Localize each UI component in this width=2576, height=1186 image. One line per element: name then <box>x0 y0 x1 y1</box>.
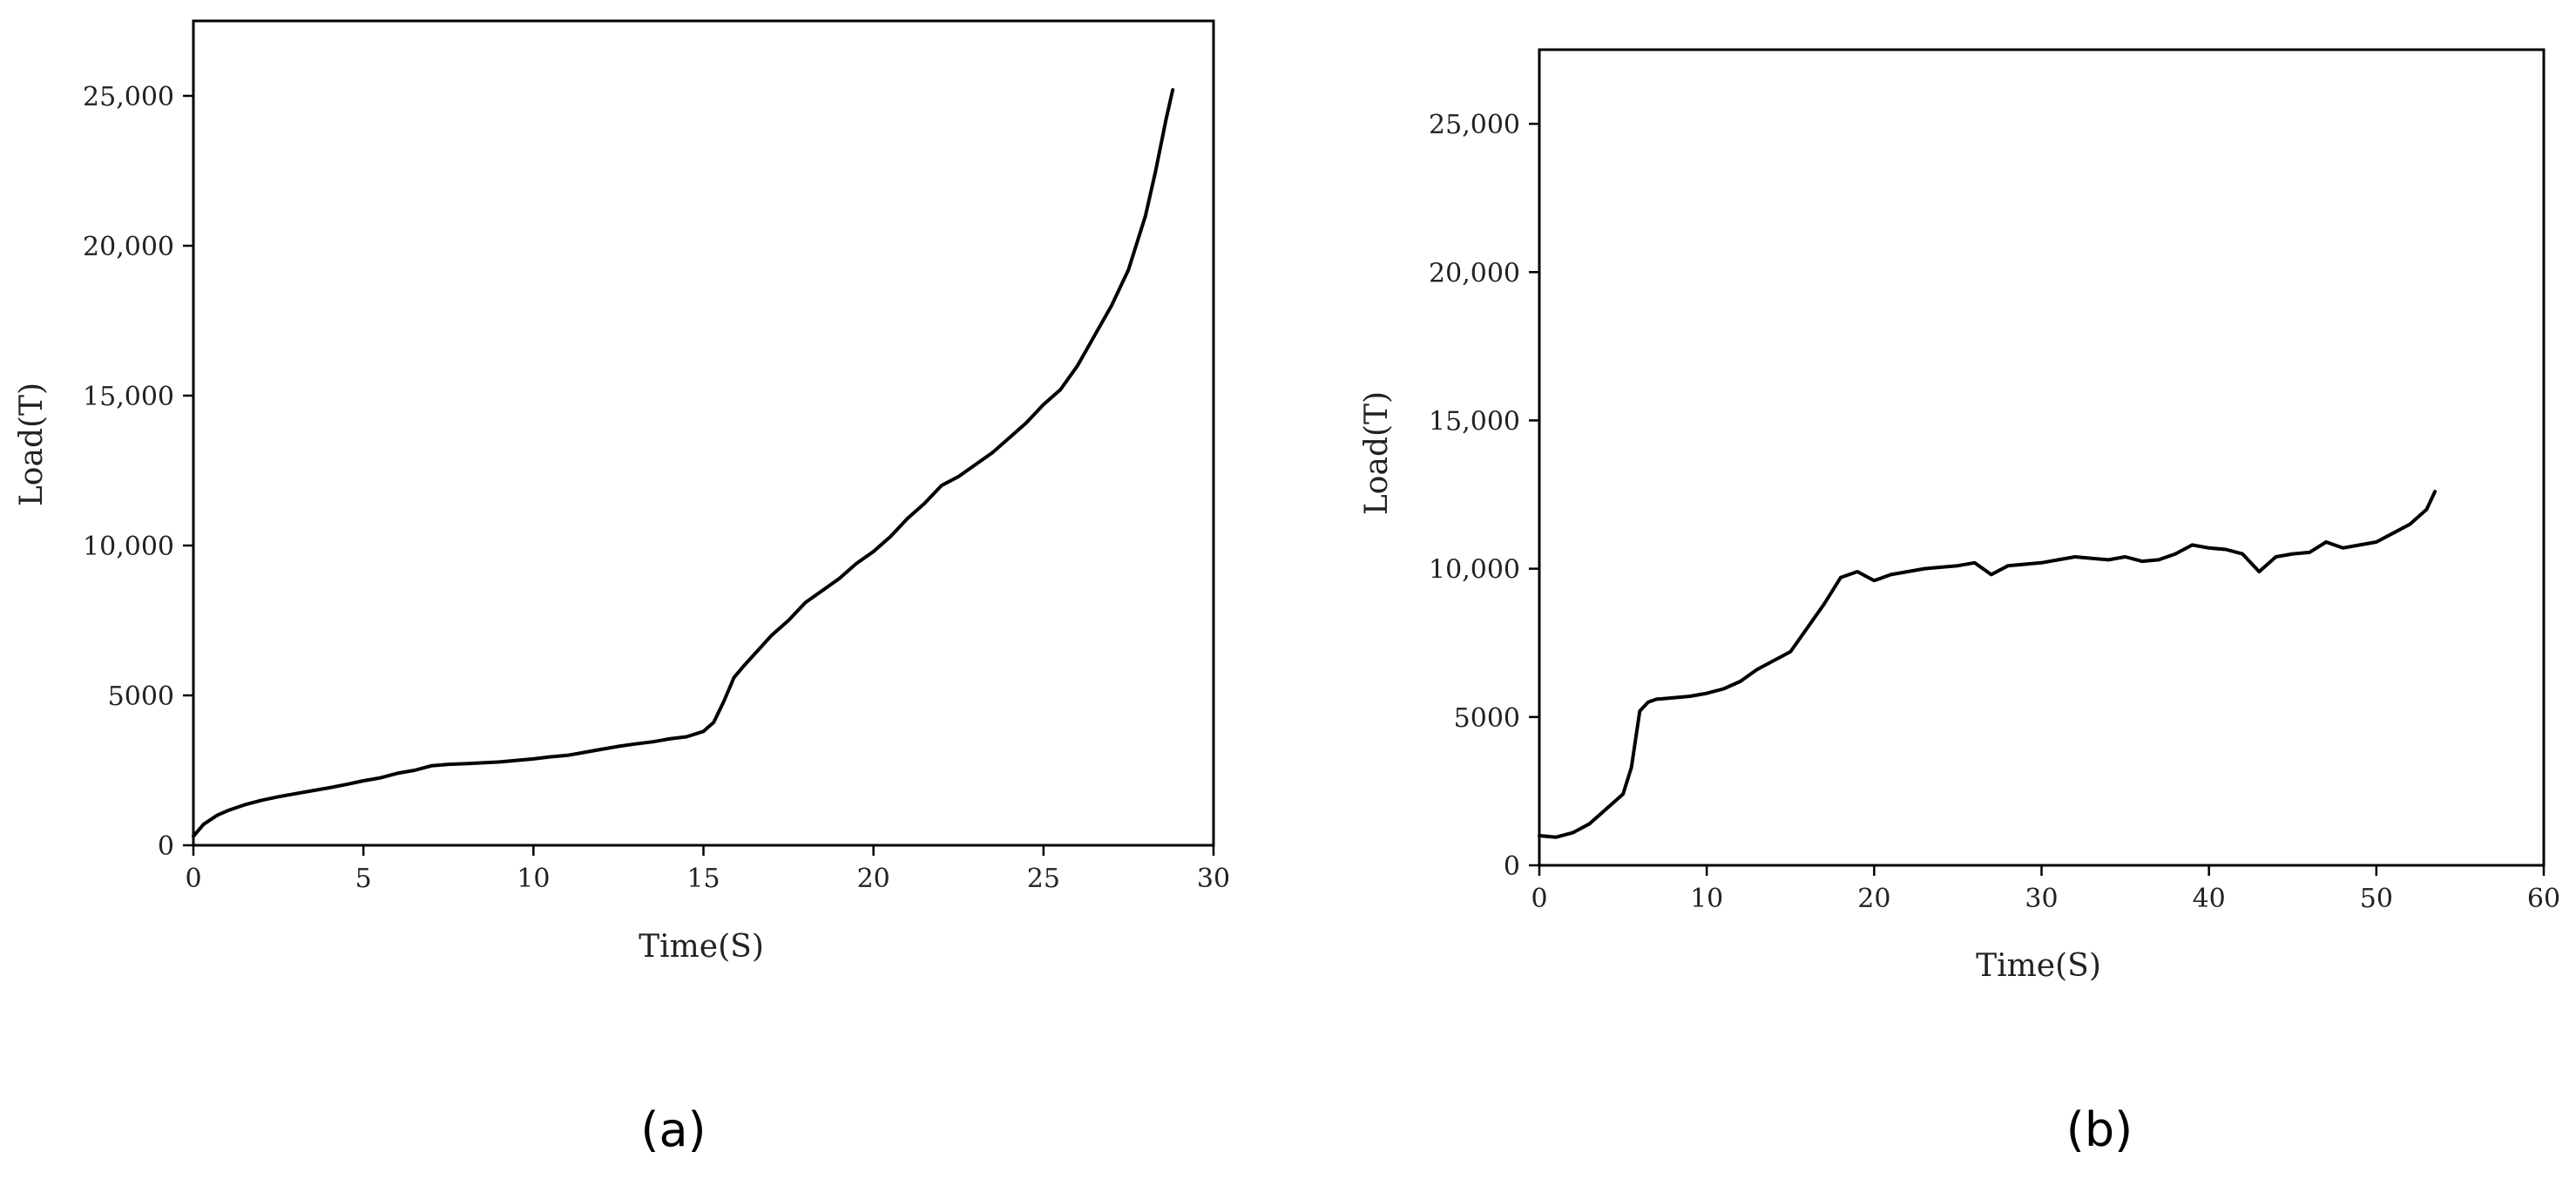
y-tick-label-b: 10,000 <box>1429 555 1520 586</box>
x-tick-label-a: 10 <box>517 864 550 894</box>
panel-label-a: (a) <box>640 1102 706 1157</box>
chart-panel-a: (a) Time(S) Load(T) 0 5 10 15 20 25 30 0 5000 10,… <box>14 19 1230 1157</box>
y-tick-label-b: 20,000 <box>1429 258 1520 288</box>
x-tick-label-b: 60 <box>2527 884 2560 914</box>
y-tick-label-b: 0 <box>1504 851 1520 882</box>
y-tick-label-a: 5000 <box>108 681 174 712</box>
x-tick-label-b: 10 <box>1690 884 1723 914</box>
x-tick-label-a: 30 <box>1197 864 1230 894</box>
x-tick-label-a: 15 <box>686 864 720 894</box>
x-tick-label-b: 30 <box>2025 884 2058 914</box>
y-tick-label-b: 25,000 <box>1429 110 1520 140</box>
y-axis-label-b: Load(T) <box>1359 391 1395 515</box>
x-tick-label-a: 5 <box>355 864 372 894</box>
y-tick-label-b: 15,000 <box>1429 406 1520 437</box>
plot-frame-b <box>1538 48 2546 867</box>
y-tick-label-a: 15,000 <box>83 382 174 412</box>
panel-label-b: (b) <box>2066 1102 2133 1157</box>
x-tick-label-a: 0 <box>185 864 201 894</box>
x-tick-label-b: 40 <box>2193 884 2226 914</box>
series-line-a-0 <box>192 88 1175 838</box>
x-tick-label-b: 20 <box>1857 884 1890 914</box>
series-line-b-0 <box>1538 490 2437 839</box>
x-axis-label-b: Time(S) <box>1976 948 2101 984</box>
x-tick-label-a: 20 <box>857 864 890 894</box>
plot-frame-a <box>192 19 1215 847</box>
y-tick-label-b: 5000 <box>1454 703 1520 734</box>
y-axis-label-a: Load(T) <box>14 383 50 506</box>
y-tick-label-a: 25,000 <box>83 82 174 112</box>
x-axis-label-a: Time(S) <box>639 929 764 965</box>
y-tick-label-a: 10,000 <box>83 532 174 562</box>
chart-panel-b: (b) Time(S) Load(T) 0 10 20 30 40 50 60 0 5000 10… <box>1359 48 2560 1157</box>
x-tick-label-b: 0 <box>1531 884 1547 914</box>
x-tick-label-a: 25 <box>1027 864 1060 894</box>
y-tick-label-a: 20,000 <box>83 232 174 262</box>
y-tick-label-a: 0 <box>158 831 174 862</box>
x-tick-label-b: 50 <box>2360 884 2393 914</box>
